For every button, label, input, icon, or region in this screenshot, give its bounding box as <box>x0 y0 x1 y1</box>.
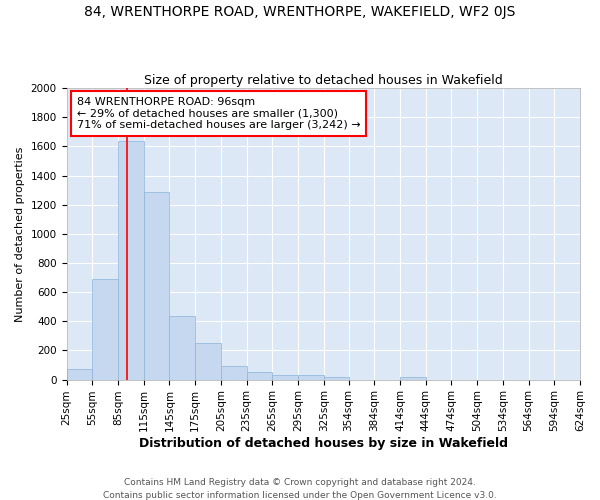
Bar <box>221 366 247 380</box>
X-axis label: Distribution of detached houses by size in Wakefield: Distribution of detached houses by size … <box>139 437 508 450</box>
Bar <box>400 378 426 380</box>
Bar <box>169 316 195 380</box>
Title: Size of property relative to detached houses in Wakefield: Size of property relative to detached ho… <box>144 74 503 87</box>
Bar <box>247 372 272 380</box>
Text: 84 WRENTHORPE ROAD: 96sqm
← 29% of detached houses are smaller (1,300)
71% of se: 84 WRENTHORPE ROAD: 96sqm ← 29% of detac… <box>77 97 361 130</box>
Bar <box>143 192 169 380</box>
Bar <box>298 375 323 380</box>
Bar <box>195 343 221 380</box>
Text: 84, WRENTHORPE ROAD, WRENTHORPE, WAKEFIELD, WF2 0JS: 84, WRENTHORPE ROAD, WRENTHORPE, WAKEFIE… <box>85 5 515 19</box>
Bar <box>272 375 298 380</box>
Bar <box>92 279 118 380</box>
Text: Contains HM Land Registry data © Crown copyright and database right 2024.
Contai: Contains HM Land Registry data © Crown c… <box>103 478 497 500</box>
Bar <box>323 378 349 380</box>
Bar <box>67 370 92 380</box>
Bar <box>118 140 143 380</box>
Y-axis label: Number of detached properties: Number of detached properties <box>15 146 25 322</box>
